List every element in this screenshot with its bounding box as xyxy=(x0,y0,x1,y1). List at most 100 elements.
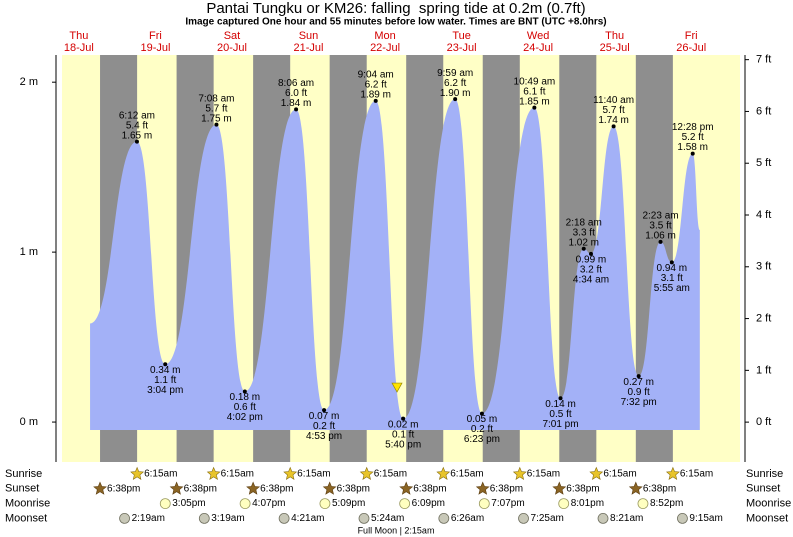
extreme-point xyxy=(669,260,674,265)
extreme-label: 2:18 am xyxy=(566,217,602,228)
sunset-icon xyxy=(628,481,643,495)
sunrise-icon xyxy=(130,466,145,480)
row-time: 6:09pm xyxy=(412,498,445,509)
extreme-point xyxy=(214,122,219,127)
extreme-label: 1.06 m xyxy=(645,231,676,242)
extreme-label: 1.75 m xyxy=(201,113,232,124)
day-name: Fri xyxy=(149,30,162,42)
moonrise-icon xyxy=(478,498,490,510)
sunrise-icon xyxy=(665,466,680,480)
extreme-point xyxy=(453,97,458,102)
extreme-label: 11:40 am xyxy=(593,95,634,106)
extreme-label: 6.1 ft xyxy=(523,86,545,97)
extreme-label: 5:55 am xyxy=(654,283,690,294)
extreme-label: 0.07 m xyxy=(309,411,340,422)
row-time: 8:21am xyxy=(610,513,643,524)
extreme-point xyxy=(294,107,299,112)
extreme-label: 6:12 am xyxy=(119,110,155,121)
moonrise-icon xyxy=(558,498,570,510)
extreme-label: 7:01 pm xyxy=(542,419,578,430)
extreme-label: 0.27 m xyxy=(623,377,654,388)
y2-tick-label: 5 ft xyxy=(756,157,771,169)
extreme-label: 6.2 ft xyxy=(444,78,466,89)
extreme-label: 1.02 m xyxy=(568,237,599,248)
day-name: Wed xyxy=(527,30,549,42)
row-time: 6:38pm xyxy=(643,483,676,494)
row-time: 6:15am xyxy=(680,469,713,480)
extreme-label: 1.89 m xyxy=(360,90,391,101)
extreme-label: 5:40 pm xyxy=(385,439,421,450)
day-date: 25-Jul xyxy=(600,42,630,54)
moonrise-icon xyxy=(399,498,411,510)
day-date: 21-Jul xyxy=(294,42,324,54)
extreme-label: 0.6 ft xyxy=(234,402,256,413)
row-time: 6:38pm xyxy=(566,483,599,494)
extreme-point xyxy=(658,239,663,244)
moon-phase: Full Moon | 2:15am xyxy=(358,525,435,535)
moonrise-icon xyxy=(159,498,171,510)
row-label: Moonset xyxy=(746,512,788,524)
extreme-label: 10:49 am xyxy=(514,76,556,87)
extreme-point xyxy=(611,124,616,129)
row-label: Sunrise xyxy=(746,468,783,480)
extreme-label: 0.34 m xyxy=(150,365,181,376)
row-time: 6:15am xyxy=(144,469,177,480)
chart-subtitle: Image captured One hour and 55 minutes b… xyxy=(185,17,606,28)
extreme-point xyxy=(322,408,327,413)
sunset-icon xyxy=(475,481,490,495)
extreme-point xyxy=(401,416,406,421)
row-label: Sunrise xyxy=(5,468,42,480)
extreme-label: 1.1 ft xyxy=(154,375,176,386)
y2-tick-label: 0 ft xyxy=(756,416,771,428)
moonset-icon xyxy=(438,513,450,524)
y-tick-label: 2 m xyxy=(20,76,38,88)
day-name: Thu xyxy=(69,30,88,42)
extreme-point xyxy=(581,246,586,251)
row-time: 8:52pm xyxy=(650,498,683,509)
sunset-icon xyxy=(246,481,261,495)
extreme-point xyxy=(479,411,484,416)
extreme-point xyxy=(636,374,641,379)
y2-tick-label: 4 ft xyxy=(756,209,771,221)
row-label: Moonrise xyxy=(746,498,791,510)
row-time: 6:15am xyxy=(221,469,254,480)
row-label: Moonrise xyxy=(5,498,50,510)
tide-area xyxy=(90,99,700,430)
extreme-label: 0.2 ft xyxy=(471,424,493,435)
extreme-label: 1.65 m xyxy=(122,130,153,141)
row-label: Sunset xyxy=(5,483,39,495)
row-time: 3:19am xyxy=(211,513,244,524)
row-time: 7:07pm xyxy=(491,498,524,509)
extreme-label: 5.2 ft xyxy=(682,132,704,143)
row-time: 6:26am xyxy=(451,513,484,524)
moonrise-icon xyxy=(637,498,649,510)
extreme-point xyxy=(242,389,247,394)
extreme-label: 4:34 am xyxy=(573,274,609,285)
sunset-icon xyxy=(169,481,184,495)
extreme-label: 0.2 ft xyxy=(313,421,335,432)
moonset-icon xyxy=(677,513,688,524)
sunset-icon xyxy=(399,481,414,495)
day-name: Sat xyxy=(224,30,241,42)
y-tick-label: 0 m xyxy=(20,416,38,428)
extreme-label: 6.2 ft xyxy=(365,80,387,91)
extreme-point xyxy=(373,98,378,103)
row-time: 5:24am xyxy=(371,513,404,524)
row-time: 6:15am xyxy=(297,469,330,480)
extreme-label: 12:28 pm xyxy=(672,122,714,133)
moonset-icon xyxy=(119,513,130,524)
row-time: 6:38pm xyxy=(107,483,140,494)
sunrise-icon xyxy=(436,466,451,480)
extreme-label: 0.18 m xyxy=(230,392,261,403)
y2-tick-label: 6 ft xyxy=(756,105,771,117)
extreme-point xyxy=(690,151,695,156)
row-time: 3:05pm xyxy=(172,498,205,509)
moonset-icon xyxy=(198,513,210,524)
moonrise-icon xyxy=(319,498,331,510)
extreme-label: 5.7 ft xyxy=(602,105,624,116)
row-time: 6:38pm xyxy=(413,483,446,494)
row-time: 5:09pm xyxy=(332,498,365,509)
extreme-label: 0.14 m xyxy=(545,399,576,410)
day-date: 23-Jul xyxy=(447,42,477,54)
